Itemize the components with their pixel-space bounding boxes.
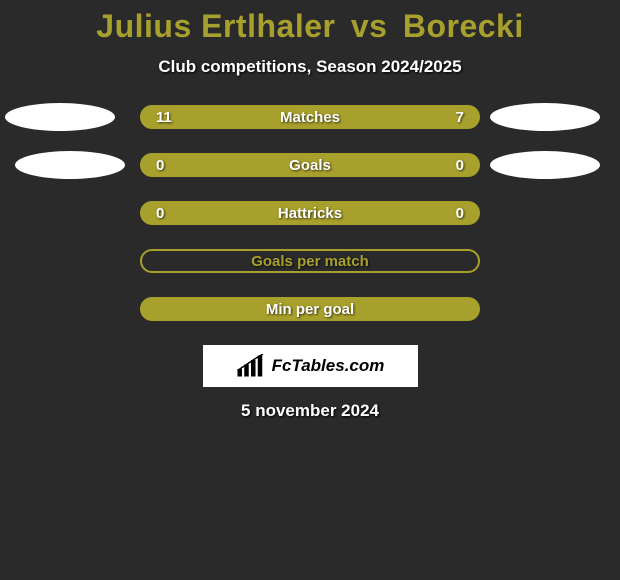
stat-rows: 11 Matches 7 0 Goals 0 0 Hattricks 0 Goals per ma… xyxy=(0,105,620,321)
stat-bar: Goals per match xyxy=(140,249,480,273)
brand-badge: FcTables.com xyxy=(203,345,418,387)
ellipse-left xyxy=(15,151,125,179)
chart-icon xyxy=(236,354,266,378)
stat-bar: 0 Hattricks 0 xyxy=(140,201,480,225)
stat-label: Hattricks xyxy=(278,205,342,222)
date-label: 5 november 2024 xyxy=(0,401,620,421)
stat-row: Goals per match xyxy=(0,249,620,273)
player2-name: Borecki xyxy=(403,8,524,44)
page-title: Julius Ertlhaler vs Borecki xyxy=(0,8,620,45)
subtitle: Club competitions, Season 2024/2025 xyxy=(0,57,620,77)
stat-label: Goals xyxy=(289,157,331,174)
stat-row: 0 Goals 0 xyxy=(0,153,620,177)
stat-value-right: 0 xyxy=(456,157,464,174)
stat-label: Min per goal xyxy=(266,301,354,318)
stat-value-left: 0 xyxy=(156,205,164,222)
stat-label: Goals per match xyxy=(251,253,369,270)
vs-label: vs xyxy=(351,8,388,44)
ellipse-right xyxy=(490,103,600,131)
stat-label: Matches xyxy=(280,109,340,126)
stat-bar: Min per goal xyxy=(140,297,480,321)
player1-name: Julius Ertlhaler xyxy=(96,8,335,44)
stat-bar: 11 Matches 7 xyxy=(140,105,480,129)
stat-value-right: 0 xyxy=(456,205,464,222)
stat-value-left: 0 xyxy=(156,157,164,174)
brand-text: FcTables.com xyxy=(272,356,385,376)
comparison-card: Julius Ertlhaler vs Borecki Club competi… xyxy=(0,0,620,421)
stat-value-left: 11 xyxy=(156,109,172,126)
stat-row: 11 Matches 7 xyxy=(0,105,620,129)
stat-value-right: 7 xyxy=(456,109,464,126)
stat-bar: 0 Goals 0 xyxy=(140,153,480,177)
stat-row: 0 Hattricks 0 xyxy=(0,201,620,225)
ellipse-right xyxy=(490,151,600,179)
stat-row: Min per goal xyxy=(0,297,620,321)
ellipse-left xyxy=(5,103,115,131)
